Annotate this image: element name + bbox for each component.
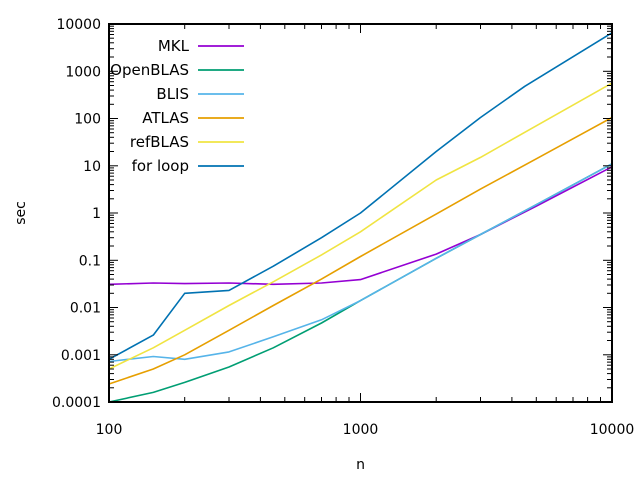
legend-label: for loop: [132, 157, 189, 175]
y-tick-label: 0.001: [61, 348, 101, 364]
legend-label: ATLAS: [142, 109, 189, 127]
tick-labels: 100 1000 10000 0.0001 0.001 0.01 0.1 1 10 100 1000…: [52, 17, 634, 438]
y-tick-label: 0.1: [79, 253, 101, 269]
y-tick-label: 0.01: [70, 301, 101, 317]
y-tick-label: 0.0001: [52, 395, 101, 411]
y-tick-label: 100: [74, 112, 101, 128]
y-tick-label: 10: [83, 159, 101, 175]
y-tick-label: 10000: [56, 17, 101, 33]
series-line-2: [108, 163, 613, 363]
x-tick-label: 10000: [590, 422, 635, 438]
legend: MKL OpenBLAS BLIS ATLAS refBLAS for loop: [110, 37, 244, 175]
legend-label: OpenBLAS: [110, 61, 189, 79]
x-tick-label: 100: [96, 422, 123, 438]
y-tick-label: 1000: [65, 64, 101, 80]
ticks: [108, 23, 613, 403]
series-line-3: [108, 116, 613, 385]
y-tick-label: 1: [92, 206, 101, 222]
series-line-0: [108, 166, 613, 286]
legend-label: refBLAS: [130, 133, 189, 151]
series-line-5: [108, 32, 613, 361]
x-axis-title: n: [356, 457, 365, 473]
series-layer: [108, 32, 613, 403]
x-tick-label: 1000: [343, 422, 379, 438]
series-line-4: [108, 82, 613, 370]
y-axis-title: sec: [13, 201, 29, 225]
legend-label: BLIS: [156, 85, 189, 103]
legend-label: MKL: [158, 37, 190, 55]
